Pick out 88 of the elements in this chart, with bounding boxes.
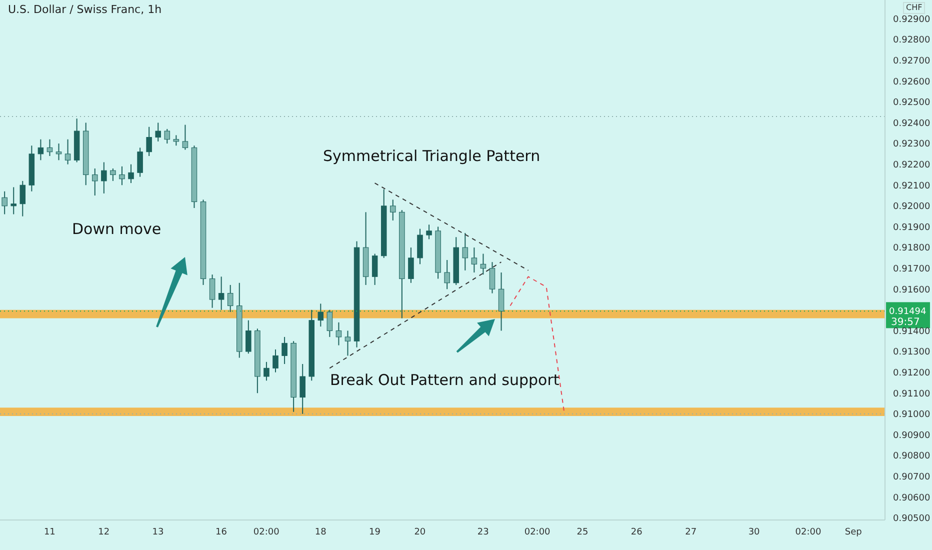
candlestick (489, 262, 496, 294)
y-tick-label: 0.90600 (893, 493, 930, 504)
candlestick (119, 166, 125, 186)
candlestick (128, 164, 134, 184)
y-tick-label: 0.91700 (893, 264, 930, 275)
candlestick (218, 276, 224, 310)
x-tick-label: 20 (414, 527, 426, 538)
candlestick (137, 147, 143, 178)
candlestick (182, 124, 188, 150)
y-tick-label: 0.91800 (893, 244, 930, 254)
candlestick (64, 138, 71, 165)
candlestick (344, 330, 351, 356)
annotation: Down move (72, 220, 162, 238)
y-tick-label: 0.90900 (893, 430, 930, 441)
y-tick-label: 0.92100 (893, 181, 930, 192)
candlestick (336, 322, 342, 346)
candlestick (417, 228, 423, 265)
x-tick-label: 16 (216, 527, 228, 538)
ref-line-label: 0.91494 (889, 307, 926, 318)
candlestick (272, 348, 278, 373)
x-tick-label: 02:00 (524, 527, 551, 538)
candlestick (92, 168, 98, 196)
candlestick (146, 126, 152, 156)
y-tick-label: 0.91200 (893, 368, 930, 379)
x-tick-label: 23 (477, 527, 489, 538)
x-tick-label: 12 (98, 527, 110, 538)
candlestick (444, 260, 450, 290)
candlestick (101, 162, 107, 194)
candlestick (164, 128, 170, 144)
x-tick-label: 02:00 (795, 527, 822, 538)
candlestick (408, 247, 414, 284)
candlestick (155, 122, 161, 142)
y-tick-label: 0.91000 (893, 410, 930, 420)
y-tick-label: 0.92200 (893, 160, 930, 171)
x-tick-label: 27 (685, 527, 697, 538)
candlestick (20, 180, 26, 217)
chart-title: U.S. Dollar / Swiss Franc, 1h (8, 3, 162, 16)
text: 39:57 (891, 317, 920, 328)
y-tick-label: 0.92700 (893, 56, 930, 67)
candlestick (46, 138, 53, 156)
y-tick-label: 0.92900 (893, 14, 930, 25)
candlestick (372, 253, 378, 286)
candlestick (264, 361, 270, 382)
candlestick (462, 232, 468, 271)
x-tick-label: 02:00 (253, 527, 280, 538)
y-tick-label: 0.92400 (893, 118, 930, 129)
candlestick (209, 274, 216, 308)
candlestick (110, 168, 116, 182)
candlestick (38, 138, 44, 161)
candlestick (56, 143, 62, 161)
x-tick-label: 25 (576, 527, 588, 538)
y-tick-label: 0.90700 (893, 472, 930, 483)
candlestick (300, 364, 306, 414)
candlestick (246, 320, 252, 354)
x-tick-label: Sep (844, 527, 862, 538)
candlestick (471, 247, 478, 273)
candlestick (10, 186, 16, 215)
candlestick (227, 284, 234, 312)
x-tick-label: 18 (314, 527, 327, 538)
x-tick-label: 30 (748, 527, 760, 538)
candlestick (426, 224, 432, 240)
candlestick (480, 253, 486, 276)
x-tick-label: 19 (369, 527, 381, 538)
y-tick-label: 0.90500 (893, 514, 930, 524)
y-tick-label: 0.92000 (893, 202, 930, 212)
y-tick-label: 0.91300 (893, 348, 930, 358)
x-tick-label: 11 (44, 527, 56, 538)
y-tick-label: 0.91900 (893, 222, 930, 233)
candlestick (326, 309, 333, 338)
y-tick-label: 0.92500 (893, 98, 930, 108)
candlestick (173, 134, 180, 146)
y-axis-title: CHF (903, 2, 926, 14)
y-tick-label: 0.91100 (893, 389, 930, 400)
y-tick-label: 0.90800 (893, 452, 930, 462)
y-tick-label: 0.92800 (893, 36, 930, 46)
y-tick-label: 0.92300 (893, 140, 930, 150)
y-tick-label: 0.91400 (893, 326, 930, 337)
y-tick-label: 0.91600 (893, 285, 930, 296)
x-tick-label: 13 (152, 527, 164, 538)
candlestick (282, 336, 288, 364)
candlestick (390, 199, 396, 221)
annotation: Break Out Pattern and support (330, 371, 560, 389)
candlestick (318, 303, 324, 328)
candlestick (498, 272, 504, 332)
candlestick (2, 190, 8, 215)
x-tick-label: 26 (630, 527, 643, 538)
y-tick-label: 0.92600 (893, 77, 930, 88)
annotation: Symmetrical Triangle Pattern (323, 147, 540, 165)
